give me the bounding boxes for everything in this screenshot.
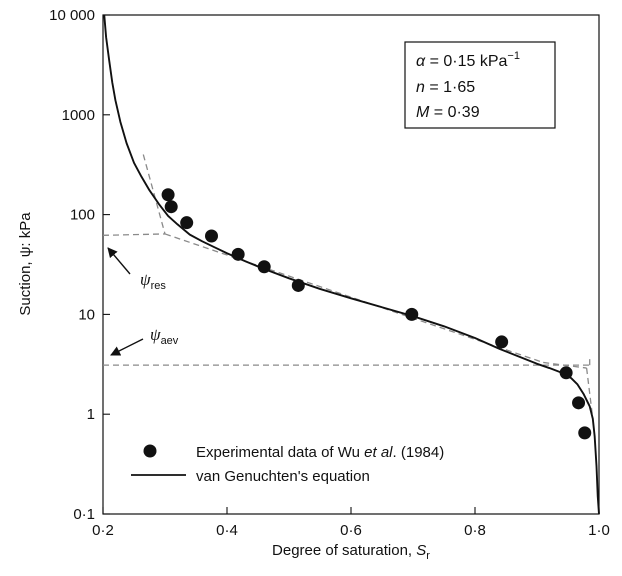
data-point — [291, 278, 305, 292]
param-n: n = 1·65 — [416, 79, 475, 96]
x-tick-label: 0·8 — [464, 522, 486, 539]
dashed-construction-line — [585, 367, 594, 419]
y-tick-label: 1 — [87, 406, 95, 423]
data-point — [495, 335, 509, 349]
data-point — [572, 396, 586, 410]
x-tick-label: 1·0 — [588, 522, 610, 539]
data-point — [257, 260, 271, 274]
legend: Experimental data of Wu et al. (1984) va… — [131, 444, 444, 485]
legend-label-van-genuchten: van Genuchten's equation — [196, 468, 370, 485]
data-point — [231, 247, 245, 261]
data-point — [205, 229, 218, 243]
data-point — [559, 366, 573, 380]
x-tick-label: 0·4 — [216, 522, 238, 539]
y-tick-label: 10 000 — [49, 7, 95, 24]
annotation-psi-aev-arrow — [110, 338, 144, 356]
param-alpha: α = 0·15 kPa−1 — [416, 50, 520, 70]
annotation-psi-res-arrow — [107, 247, 131, 275]
dashed-construction-line — [543, 361, 587, 369]
legend-marker-experimental — [143, 444, 157, 458]
dashed-construction-line — [102, 233, 166, 236]
annotation-psi-res-label: ψres — [140, 270, 166, 292]
x-tick-label: 0·6 — [340, 522, 362, 539]
x-tick-label: 0·2 — [92, 522, 114, 539]
annotation-psi-aev-label: ψaev — [150, 325, 179, 347]
x-axis-label: Degree of saturation, Sr — [272, 542, 430, 562]
y-tick-label: 100 — [70, 207, 95, 224]
data-point — [578, 426, 592, 440]
experimental-points — [161, 188, 592, 440]
data-point — [405, 307, 419, 321]
dashed-construction-lines — [102, 154, 594, 419]
data-point — [180, 216, 194, 230]
legend-label-experimental: Experimental data of Wu et al. (1984) — [196, 444, 444, 461]
annotation-psi-res: ψres — [107, 247, 166, 292]
parameters-box: α = 0·15 kPa−1 n = 1·65 M = 0·39 — [404, 41, 556, 129]
param-m: M = 0·39 — [416, 104, 480, 121]
data-point — [164, 200, 178, 214]
y-tick-label: 1000 — [62, 107, 95, 124]
y-tick-label: 0·1 — [73, 506, 95, 523]
parameters-box-frame — [404, 41, 556, 129]
dashed-construction-line — [142, 154, 166, 235]
y-axis-ticks: 0·1 1 10 100 1000 10 000 — [49, 7, 110, 523]
data-point — [161, 188, 175, 202]
annotation-psi-aev: ψaev — [110, 325, 179, 356]
x-axis-ticks: 0·2 0·4 0·6 0·8 1·0 — [92, 507, 610, 539]
y-tick-label: 10 — [78, 306, 95, 323]
y-axis-label: Suction, ψ: kPa — [17, 212, 34, 316]
